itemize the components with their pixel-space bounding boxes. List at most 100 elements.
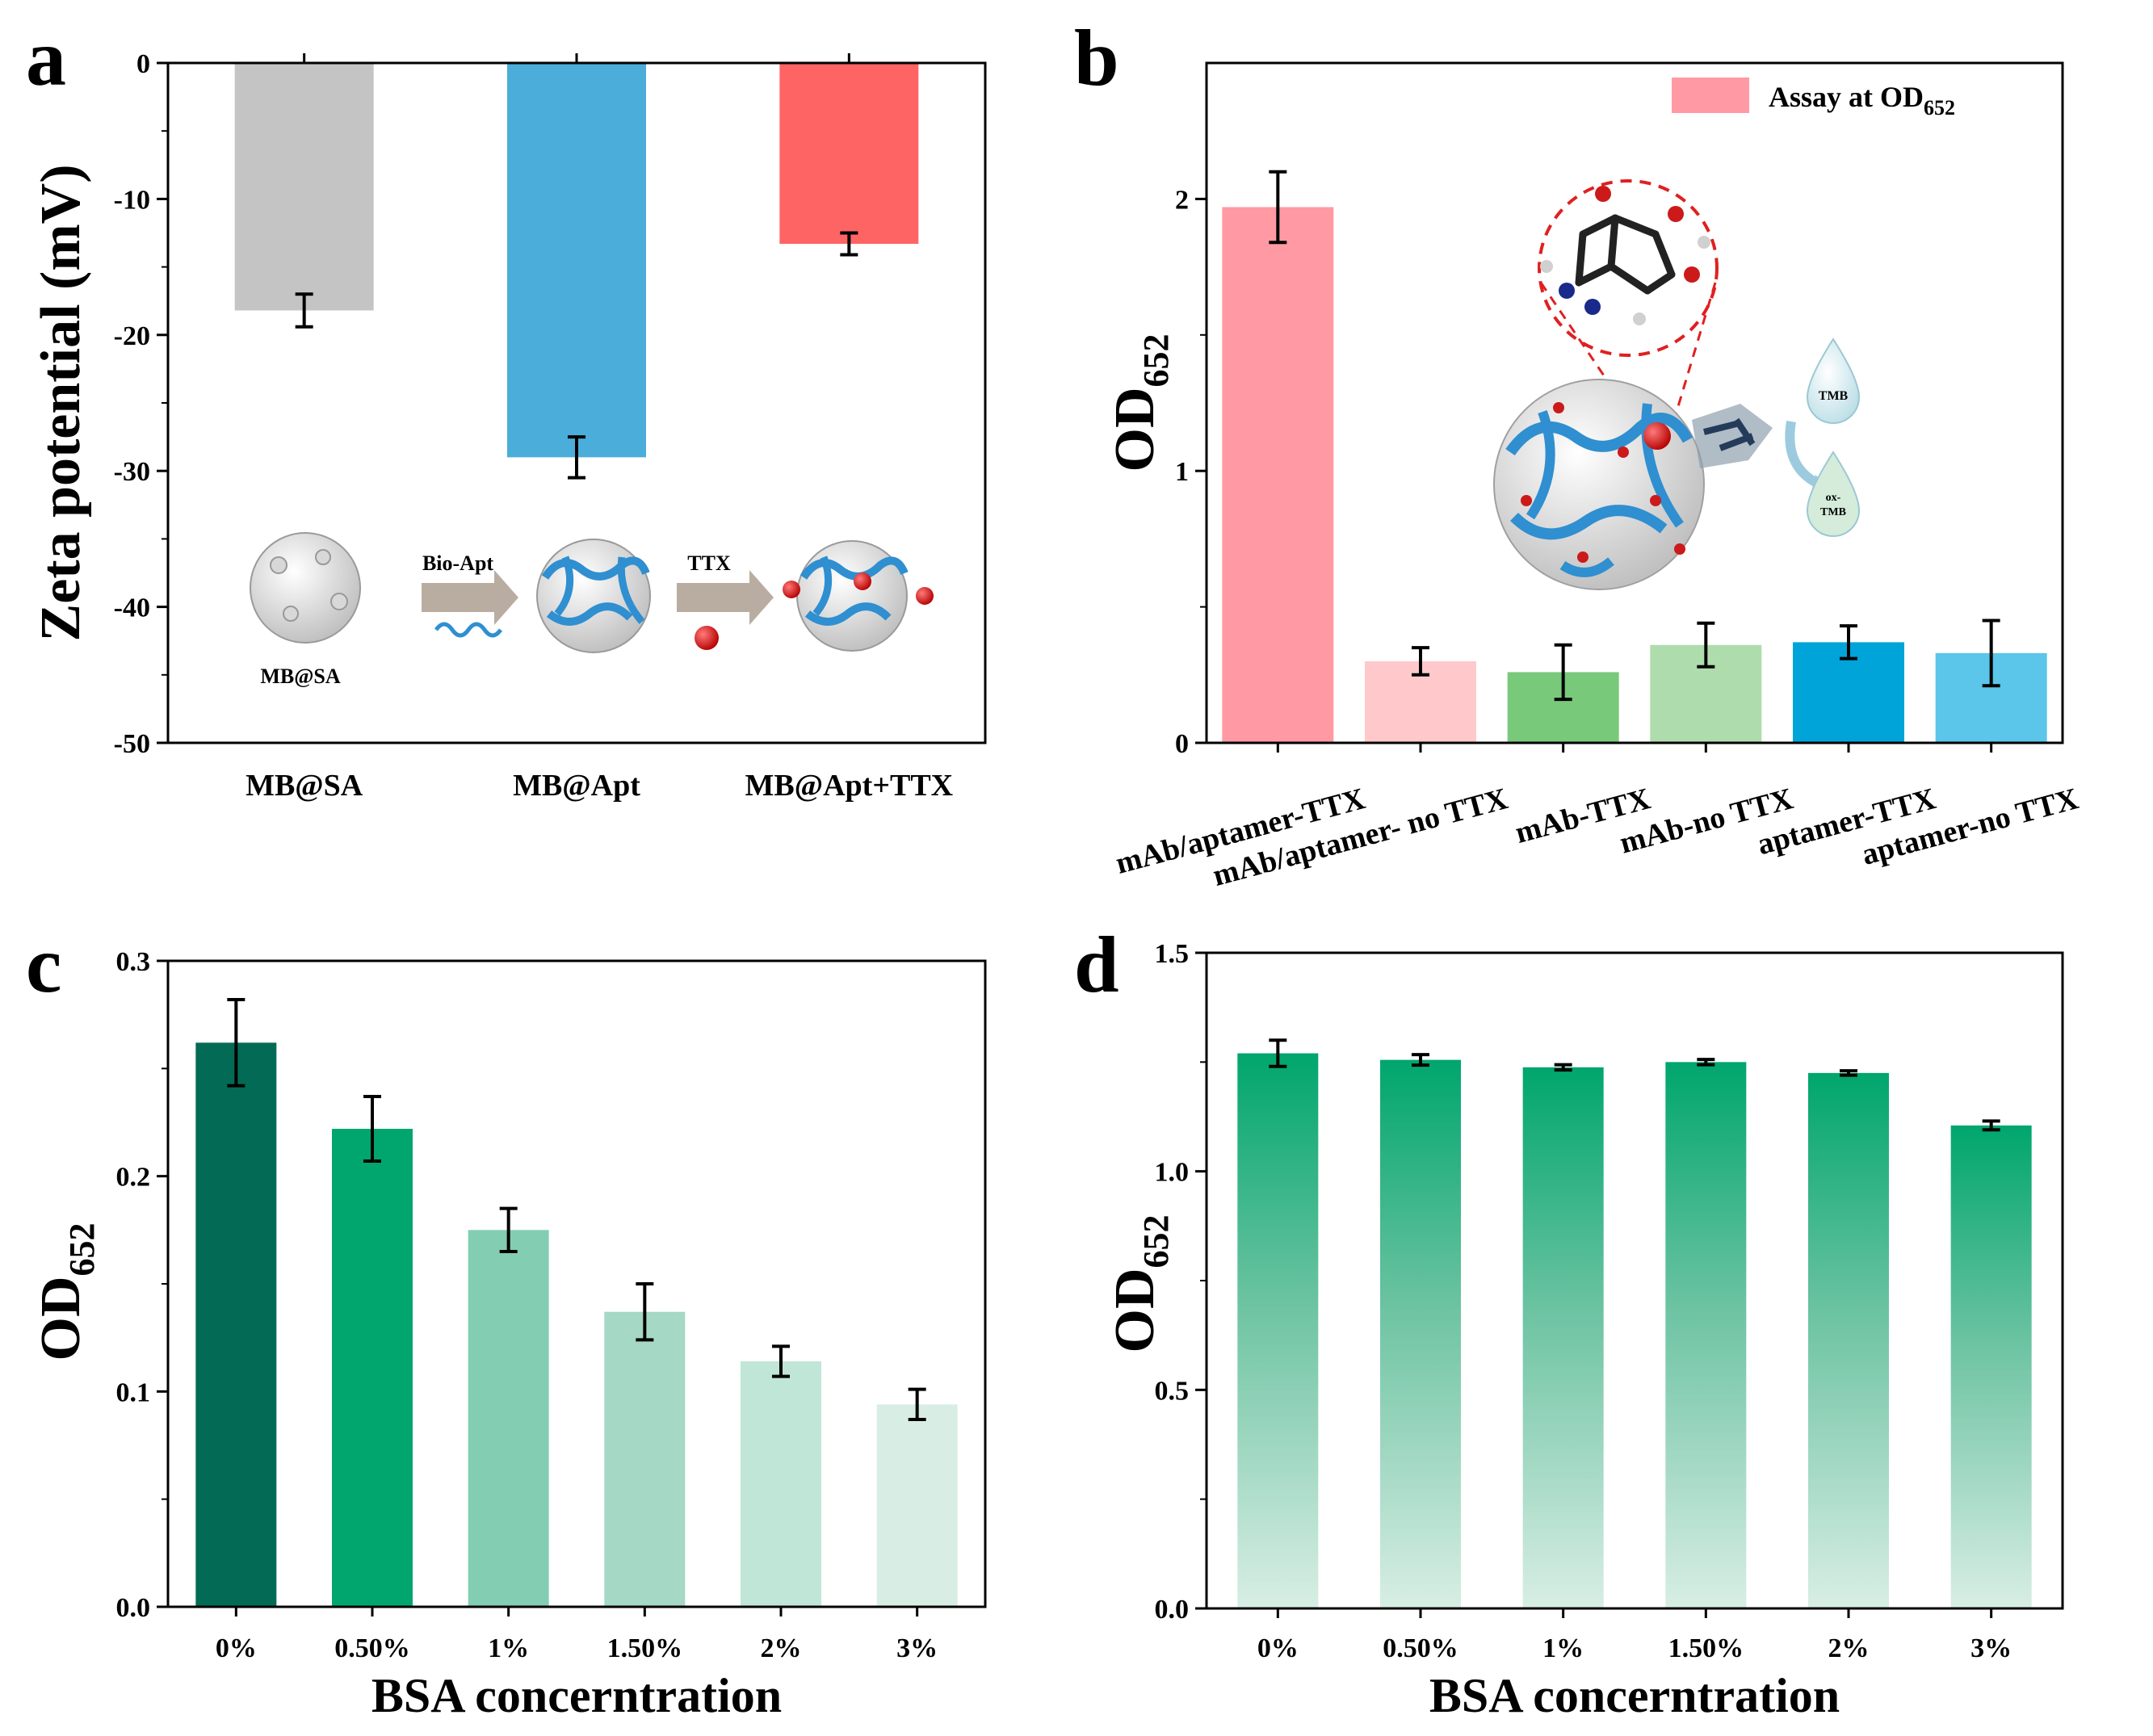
inset-arrow-2 — [677, 570, 774, 625]
panel-b-inset: TMB ox- TMB — [1493, 179, 1861, 590]
inset-tmb-label: TMB — [1819, 389, 1849, 403]
inset-ox-tmb-label: TMB — [1820, 506, 1846, 518]
inset-ttx-molecule — [1575, 214, 1676, 295]
panel-letter-a: a — [26, 13, 66, 103]
error-bar-d-3 — [1554, 1063, 1572, 1072]
inset-mb-sa-label: MB@SA — [260, 665, 341, 688]
error-bar-c-3 — [499, 1206, 518, 1253]
panel-b-legend-label: Assay at OD652 — [1769, 81, 1955, 120]
panel-a-x-ticks: MB@SA MB@Apt MB@Apt+TTX — [246, 53, 953, 803]
panel-a-bars — [234, 63, 919, 458]
bar-d-6 — [1950, 1125, 2032, 1608]
inset-tmb-drop — [1806, 338, 1861, 424]
inset-mb-sa-sphere — [250, 532, 361, 644]
panel-letter-d: d — [1074, 920, 1119, 1009]
panel-d-y-ticks: 0.0 0.5 1.0 1.5 — [1155, 939, 1207, 1625]
inset-arrow-2-label: TTX — [687, 551, 731, 575]
panel-b-error-bars — [1269, 170, 2000, 702]
inset-mb-sphere — [1493, 379, 1705, 590]
error-bar-a-1 — [295, 292, 313, 329]
inset-arrow-1 — [422, 570, 518, 625]
bar-d-3 — [1522, 1067, 1604, 1608]
x-tick-label: 1.50% — [607, 1633, 683, 1663]
error-bar-c-1 — [227, 998, 246, 1088]
bar-d-4 — [1665, 1062, 1747, 1608]
panel-a-y-axis-label: Zeta potential (mV) — [30, 164, 92, 641]
bar-c-3 — [468, 1230, 549, 1607]
error-bar-c-4 — [636, 1282, 654, 1342]
y-tick-label: 1.0 — [1155, 1158, 1190, 1188]
panel-b-legend-swatch — [1672, 78, 1749, 113]
x-tick-label: 0% — [216, 1633, 257, 1663]
error-bar-b-1 — [1269, 170, 1287, 245]
x-tick-label: 1% — [488, 1633, 529, 1663]
bar-d-5 — [1808, 1072, 1889, 1608]
panel-b-frame — [1205, 61, 2064, 744]
inset-ttx-ball — [695, 626, 719, 650]
panel-b-y-axis-label: OD652 — [1104, 334, 1176, 472]
bar-a-3 — [779, 63, 919, 244]
panel-d-bars — [1237, 1053, 2032, 1608]
inset-ttx-highlight — [1643, 422, 1671, 450]
panel-c-frame — [166, 959, 987, 1608]
error-bar-c-6 — [908, 1387, 926, 1421]
bar-c-4 — [604, 1311, 686, 1607]
error-bar-a-3 — [840, 231, 858, 257]
panel-d-chart: 0.0 0.5 1.0 1.5 0% 0.50% 1% 1.50% 2% 3% OD652 BS… — [1104, 939, 2064, 1722]
error-bar-d-5 — [1840, 1069, 1857, 1077]
x-tick-label: 2% — [761, 1633, 802, 1663]
x-tick-label: 2% — [1828, 1633, 1870, 1663]
panel-d-frame — [1205, 951, 2064, 1610]
y-tick-label: 0.0 — [1155, 1595, 1190, 1625]
panel-letter-c: c — [26, 920, 61, 1009]
error-bar-b-6 — [1982, 619, 2000, 688]
inset-ox-label: ox- — [1826, 492, 1841, 504]
inset-antibody-icon — [1692, 404, 1773, 468]
error-bar-c-2 — [363, 1095, 381, 1163]
y-tick-label: 0.5 — [1155, 1376, 1190, 1406]
y-tick-label: 0.3 — [116, 947, 151, 977]
x-tick-label: MB@Apt+TTX — [745, 769, 954, 803]
y-tick-label: 1.5 — [1155, 939, 1190, 969]
panel-c-y-axis-label: OD652 — [30, 1223, 102, 1361]
y-tick-label: -10 — [114, 185, 150, 215]
inset-arrow-1-label: Bio-Apt — [422, 551, 493, 575]
panel-d-x-axis-label: BSA concerntration — [1429, 1669, 1840, 1722]
error-bar-d-1 — [1269, 1038, 1287, 1068]
error-bar-d-6 — [1982, 1119, 2000, 1132]
bar-d-2 — [1380, 1059, 1461, 1608]
inset-ox-tmb-drop — [1806, 451, 1861, 537]
y-tick-label: 0.2 — [116, 1163, 151, 1193]
panel-letter-b: b — [1074, 13, 1119, 103]
panel-c-bars — [195, 1042, 958, 1607]
panel-d-x-ticks: 0% 0.50% 1% 1.50% 2% 3% — [1257, 1608, 2012, 1663]
panel-c-chart: 0.0 0.1 0.2 0.3 0% 0.50% 1% 1.50% 2% 3% OD652 BS… — [30, 947, 987, 1722]
y-tick-label: -30 — [114, 457, 150, 487]
panel-c-error-bars — [227, 998, 926, 1421]
y-tick-label: 0 — [136, 49, 150, 79]
x-tick-label: 3% — [896, 1633, 938, 1663]
error-bar-d-2 — [1412, 1053, 1429, 1067]
inset-mb-apt-sphere — [536, 539, 651, 653]
y-tick-label: 0.0 — [116, 1593, 151, 1623]
x-tick-label: MB@SA — [246, 769, 363, 803]
bar-b-1 — [1222, 207, 1334, 743]
panel-d-y-axis-label: OD652 — [1104, 1215, 1176, 1353]
panel-a-inset: MB@SA Bio-Apt TTX — [250, 532, 934, 688]
bar-c-1 — [195, 1042, 277, 1607]
x-tick-label: 0.50% — [1383, 1633, 1458, 1663]
panel-b-bars — [1222, 207, 2047, 743]
error-bar-c-5 — [772, 1344, 790, 1378]
error-bar-b-2 — [1412, 646, 1429, 677]
error-bar-b-4 — [1697, 621, 1715, 669]
x-tick-label: 3% — [1970, 1633, 2012, 1663]
panel-d-error-bars — [1269, 1038, 2000, 1132]
y-tick-label: 0 — [1175, 729, 1189, 759]
y-tick-label: -40 — [114, 593, 150, 623]
x-tick-label: MB@Apt — [513, 769, 640, 803]
error-bar-a-2 — [568, 435, 585, 480]
panel-b-y-ticks: 0 1 2 — [1175, 185, 1207, 759]
